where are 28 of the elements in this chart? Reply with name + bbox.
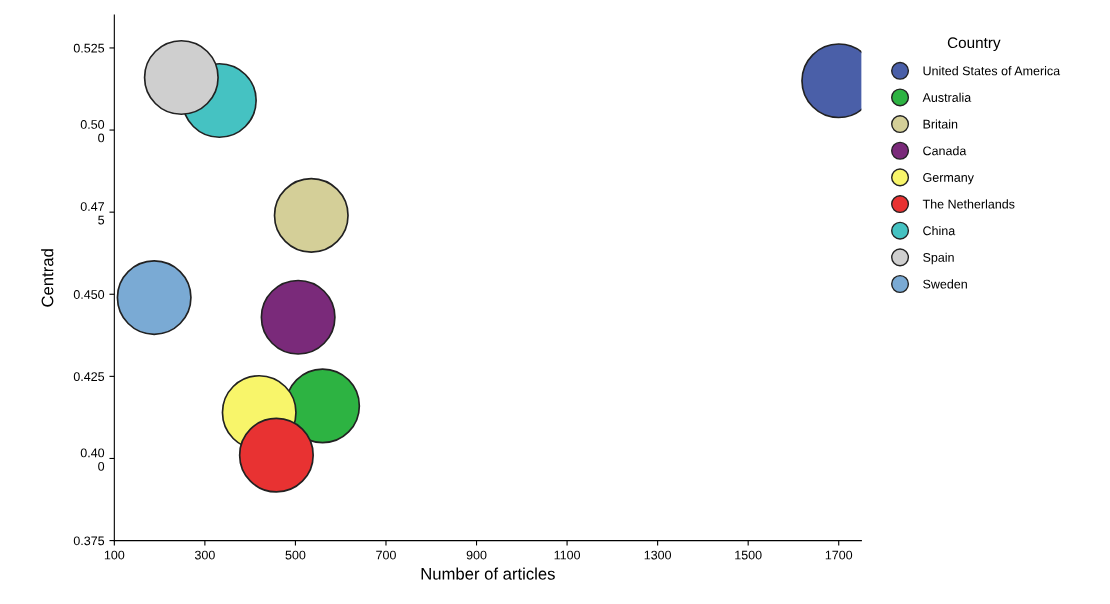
x-tick-label: 1100 xyxy=(554,550,581,560)
legend-label: The Netherlands xyxy=(922,199,1015,209)
legend-label: Australia xyxy=(922,92,972,102)
y-tick-label: 0.40 0 xyxy=(80,448,105,471)
x-tick-label: 100 xyxy=(104,550,125,560)
legend-title: Country xyxy=(947,37,1001,52)
y-tick-label: 0.450 xyxy=(73,290,105,299)
legend-label: Germany xyxy=(923,173,974,185)
x-tick-label: 1500 xyxy=(735,550,762,560)
y-tick-label: 0.425 xyxy=(73,372,105,382)
y-tick-label: 0.375 xyxy=(73,536,105,546)
x-tick-label: 900 xyxy=(466,550,487,560)
y-tick-label: 0.47 5 xyxy=(80,202,105,225)
legend-label: Sweden xyxy=(923,279,967,289)
legend-label: Spain xyxy=(923,252,954,265)
x-tick-label: 1300 xyxy=(644,550,672,560)
y-tick-label: 0.50 0 xyxy=(80,120,105,143)
legend-label: Britain xyxy=(923,119,958,129)
legend-label: Canada xyxy=(923,146,967,156)
legend-label: United States of America xyxy=(923,66,1061,76)
x-tick-label: 700 xyxy=(376,550,396,560)
legend-label: China xyxy=(923,226,956,236)
x-tick-label: 1700 xyxy=(825,550,853,560)
x-tick-label: 500 xyxy=(285,550,306,560)
y-axis-title: Centrad xyxy=(41,249,54,307)
x-axis-title: Number of articles xyxy=(421,567,555,580)
x-tick-label: 300 xyxy=(194,550,215,560)
y-tick-label: 0.525 xyxy=(73,43,105,53)
